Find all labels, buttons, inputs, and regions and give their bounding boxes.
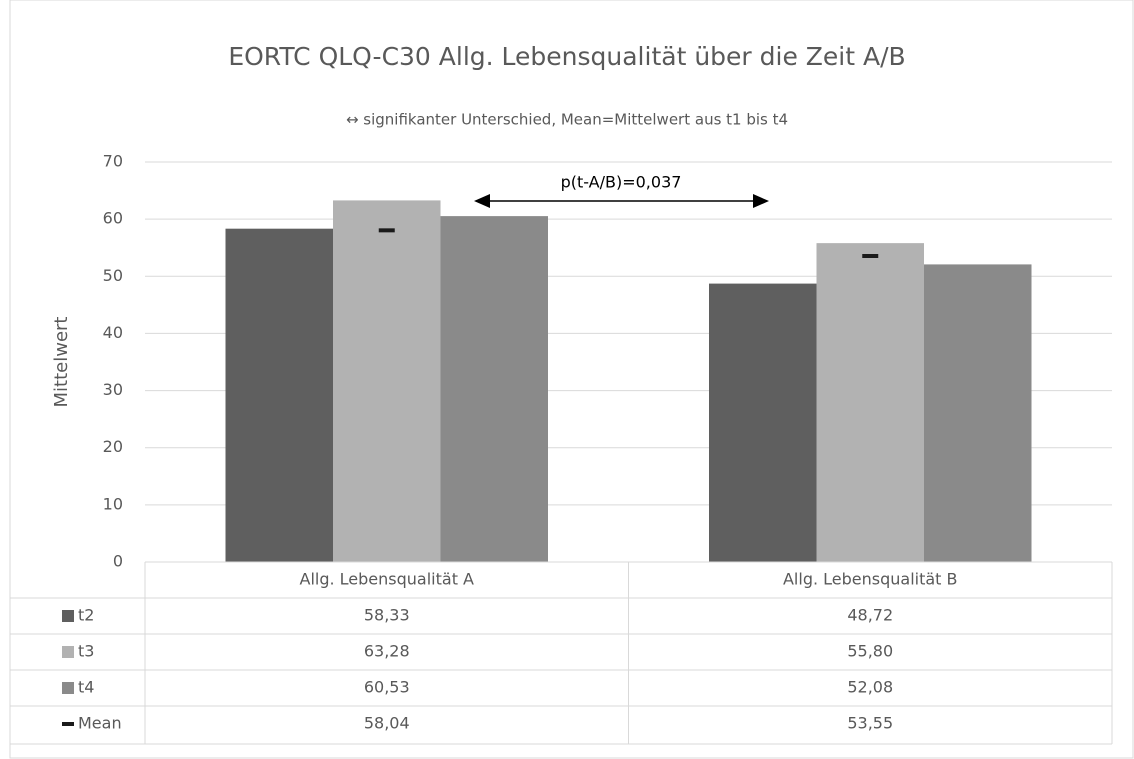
y-tick-label: 20: [103, 437, 123, 456]
legend-label: t4: [78, 678, 94, 697]
bar: [816, 243, 924, 562]
legend-key: [62, 646, 74, 658]
y-tick-label: 0: [113, 552, 123, 571]
legend-key: [62, 682, 74, 694]
table-value: 58,04: [364, 714, 410, 733]
legend-key: [62, 610, 74, 622]
table-value: 53,55: [847, 714, 893, 733]
annotation: p(t-A/B)=0,037: [561, 173, 682, 192]
legend-label: Mean: [78, 714, 122, 733]
y-axis-label: Mittelwert: [51, 317, 72, 408]
chart-subtitle: ↔ signifikanter Unterschied, Mean=Mittel…: [346, 111, 788, 129]
y-tick-label: 40: [103, 323, 123, 342]
table-value: 48,72: [847, 606, 893, 625]
table-value: 52,08: [847, 678, 893, 697]
legend-key: [62, 722, 74, 726]
bar: [440, 216, 548, 562]
bar: [709, 283, 817, 562]
table-value: 55,80: [847, 642, 893, 661]
chart-title: EORTC QLQ-C30 Allg. Lebensqualität über …: [228, 42, 905, 71]
arrow-head: [753, 194, 769, 208]
table-value: 63,28: [364, 642, 410, 661]
legend-label: t2: [78, 606, 94, 625]
significance-arrow: [474, 194, 769, 208]
y-tick-label: 70: [103, 152, 123, 171]
y-tick-label: 60: [103, 209, 123, 228]
bar: [333, 200, 441, 562]
table-value: 60,53: [364, 678, 410, 697]
legend-label: t3: [78, 642, 94, 661]
mean-marker: [378, 228, 395, 233]
arrow-head: [474, 194, 490, 208]
y-tick-label: 10: [103, 494, 123, 513]
table-value: 58,33: [364, 606, 410, 625]
y-tick-label: 50: [103, 266, 123, 285]
mean-marker: [862, 254, 879, 258]
y-tick-label: 30: [103, 380, 123, 399]
x-tick-label: Allg. Lebensqualität A: [300, 570, 475, 589]
x-tick-label: Allg. Lebensqualität B: [783, 570, 958, 589]
bar: [924, 264, 1032, 562]
bar: [225, 228, 333, 562]
